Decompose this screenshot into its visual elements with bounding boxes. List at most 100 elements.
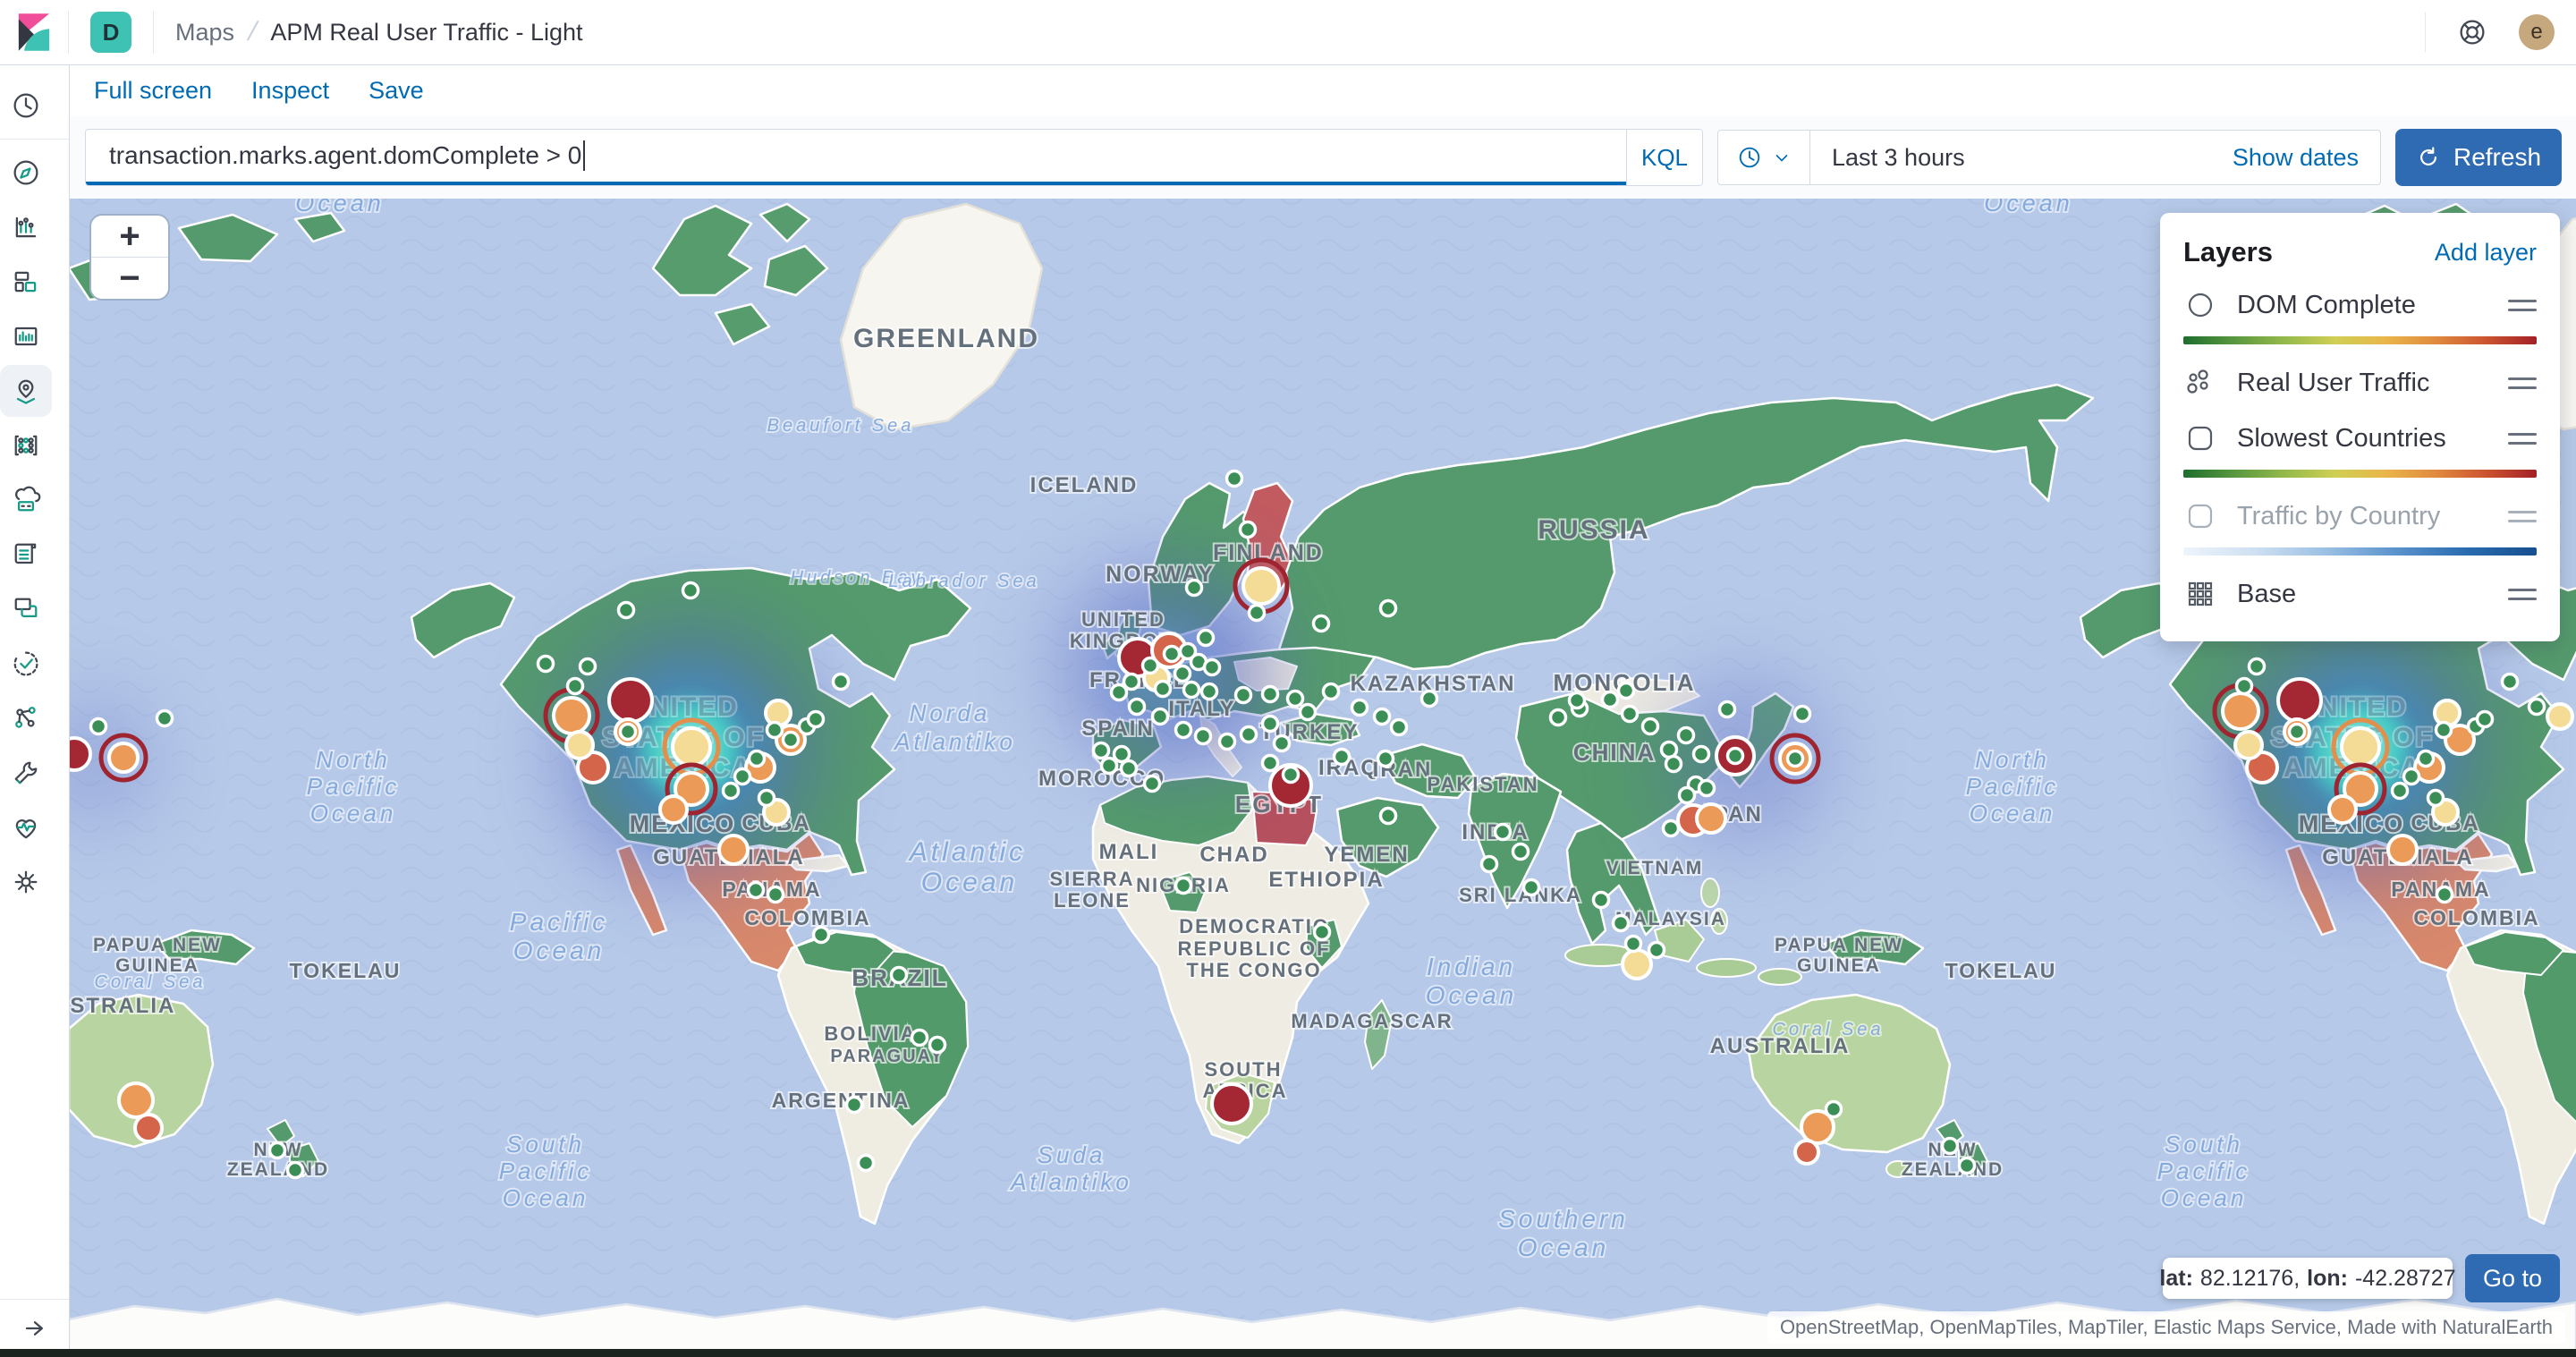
traffic-dot[interactable] [155,708,174,728]
drag-handle-icon[interactable] [2508,582,2537,606]
traffic-dot[interactable] [1419,689,1439,708]
sidebar-item-canvas[interactable] [0,310,52,362]
traffic-dot[interactable] [1174,720,1193,740]
traffic-dot[interactable] [1109,683,1129,702]
traffic-marker[interactable] [2444,724,2476,756]
traffic-marker[interactable] [2327,794,2358,825]
traffic-marker[interactable] [564,730,595,760]
traffic-dot[interactable] [910,1028,929,1047]
traffic-dot[interactable] [1217,732,1237,751]
traffic-marker-ring[interactable] [665,762,718,816]
traffic-marker[interactable] [607,677,654,724]
traffic-dot[interactable] [1162,644,1182,664]
traffic-dot[interactable] [2434,720,2453,740]
layer-row-traffic-by-country[interactable]: Traffic by Country [2183,488,2537,544]
traffic-dot[interactable] [1142,774,1162,793]
traffic-marker-ring[interactable] [1769,733,1821,785]
sidebar-item-machine-learning[interactable] [0,420,52,471]
drag-handle-icon[interactable] [2508,293,2537,318]
drag-handle-icon[interactable] [2508,371,2537,395]
traffic-dot[interactable] [1224,469,1244,488]
time-picker-quick-menu[interactable] [1718,131,1810,184]
traffic-dot[interactable] [2416,749,2436,768]
sidebar-item-logs[interactable] [0,529,52,581]
expand-sidebar-icon[interactable] [19,1312,51,1344]
zoom-in-button[interactable]: + [91,216,168,258]
query-input[interactable]: transaction.marks.agent.domComplete > 0 [86,130,1626,185]
traffic-dot[interactable] [1600,690,1620,709]
traffic-dot[interactable] [2234,676,2254,696]
traffic-marker[interactable] [2276,677,2323,724]
traffic-marker[interactable] [1210,1082,1253,1125]
sidebar-item-uptime[interactable] [0,638,52,690]
kibana-logo[interactable] [0,13,68,52]
traffic-dot[interactable] [565,676,585,696]
space-badge[interactable]: D [90,12,131,53]
query-language-button[interactable]: KQL [1626,130,1702,185]
traffic-dot[interactable] [2426,788,2445,808]
traffic-dot[interactable] [1350,698,1369,717]
traffic-dot[interactable] [1321,682,1341,701]
coordinates-input[interactable]: lat: 82.12176, lon: -42.28727 [2159,1258,2456,1299]
traffic-dot[interactable] [1332,747,1352,767]
traffic-dot[interactable] [1196,628,1216,648]
traffic-marker[interactable] [2233,730,2264,760]
traffic-marker[interactable] [107,742,140,774]
sidebar-item-management[interactable] [0,856,52,908]
layer-row-real-user-traffic[interactable]: Real User Traffic [2183,355,2537,411]
traffic-dot[interactable] [1193,726,1213,746]
traffic-dot[interactable] [1260,684,1280,704]
traffic-dot[interactable] [1521,878,1541,897]
traffic-dot[interactable] [1661,818,1681,838]
traffic-dot[interactable] [1311,614,1331,633]
inspect-button[interactable]: Inspect [251,76,330,104]
traffic-dot[interactable] [1247,603,1267,623]
traffic-dot[interactable] [1611,913,1631,933]
traffic-dot[interactable] [1122,672,1141,691]
traffic-dot[interactable] [2402,767,2421,786]
traffic-dot[interactable] [1725,746,1745,766]
traffic-dot[interactable] [1623,934,1643,954]
traffic-marker[interactable] [717,834,750,866]
traffic-dot[interactable] [616,600,636,620]
traffic-marker[interactable] [2386,834,2419,866]
sidebar-item-discover[interactable] [0,147,52,199]
sidebar-item-stack-monitoring[interactable] [0,801,52,853]
traffic-dot[interactable] [1620,704,1640,724]
traffic-dot[interactable] [1260,714,1280,734]
show-dates-button[interactable]: Show dates [2232,143,2359,171]
traffic-marker-ring[interactable] [98,733,148,783]
traffic-marker[interactable] [658,794,689,825]
sidebar-item-recently-viewed[interactable] [0,80,52,131]
traffic-dot[interactable] [781,730,801,750]
traffic-dot[interactable] [1238,520,1258,539]
traffic-dot[interactable] [1717,700,1737,719]
traffic-dot[interactable] [536,654,555,674]
traffic-marker[interactable] [2221,691,2260,731]
traffic-dot[interactable] [1182,680,1201,700]
save-button[interactable]: Save [369,76,424,104]
sidebar-item-dashboard[interactable] [0,256,52,308]
traffic-dot[interactable] [1677,785,1697,805]
traffic-marker[interactable] [2343,771,2378,807]
traffic-marker-ring[interactable] [2334,762,2387,816]
traffic-dot[interactable] [1140,656,1160,675]
traffic-dot[interactable] [1091,741,1111,760]
traffic-dot[interactable] [681,581,700,600]
traffic-dot[interactable] [1173,664,1192,683]
traffic-marker[interactable] [1695,802,1727,835]
sidebar-item-dev-tools[interactable] [0,747,52,799]
traffic-marker[interactable] [674,771,709,807]
sidebar-item-metrics[interactable] [0,474,52,526]
traffic-dot[interactable] [811,925,831,945]
traffic-marker[interactable] [1621,948,1653,980]
traffic-dot[interactable] [285,1160,305,1180]
traffic-dot[interactable] [2287,722,2307,742]
go-to-button[interactable]: Go to [2465,1254,2560,1302]
traffic-dot[interactable] [856,1153,876,1173]
traffic-dot[interactable] [831,672,851,691]
traffic-dot[interactable] [1616,681,1636,700]
traffic-dot[interactable] [2500,672,2520,691]
traffic-marker[interactable] [117,1081,155,1119]
breadcrumb-maps[interactable]: Maps [175,18,235,46]
